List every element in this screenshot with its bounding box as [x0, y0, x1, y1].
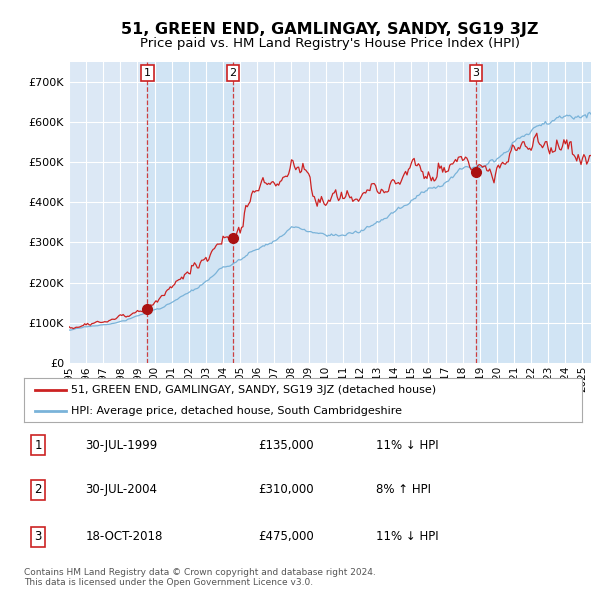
Text: 11% ↓ HPI: 11% ↓ HPI [376, 439, 438, 452]
Text: 18-OCT-2018: 18-OCT-2018 [85, 530, 163, 543]
Text: £475,000: £475,000 [259, 530, 314, 543]
Text: £135,000: £135,000 [259, 439, 314, 452]
Text: 30-JUL-1999: 30-JUL-1999 [85, 439, 158, 452]
Text: 1: 1 [34, 439, 42, 452]
Text: 1: 1 [144, 68, 151, 78]
Text: 2: 2 [229, 68, 236, 78]
Text: 2: 2 [34, 483, 42, 496]
Text: Contains HM Land Registry data © Crown copyright and database right 2024.
This d: Contains HM Land Registry data © Crown c… [24, 568, 376, 587]
Text: 3: 3 [473, 68, 479, 78]
Text: HPI: Average price, detached house, South Cambridgeshire: HPI: Average price, detached house, Sout… [71, 406, 403, 416]
Text: 30-JUL-2004: 30-JUL-2004 [85, 483, 157, 496]
Text: 11% ↓ HPI: 11% ↓ HPI [376, 530, 438, 543]
Bar [148, 62, 233, 363]
Bar [476, 62, 591, 363]
Text: 51, GREEN END, GAMLINGAY, SANDY, SG19 3JZ (detached house): 51, GREEN END, GAMLINGAY, SANDY, SG19 3J… [71, 385, 437, 395]
Text: 8% ↑ HPI: 8% ↑ HPI [376, 483, 431, 496]
Text: 3: 3 [34, 530, 41, 543]
Text: £310,000: £310,000 [259, 483, 314, 496]
Text: Price paid vs. HM Land Registry's House Price Index (HPI): Price paid vs. HM Land Registry's House … [140, 37, 520, 50]
Text: 51, GREEN END, GAMLINGAY, SANDY, SG19 3JZ: 51, GREEN END, GAMLINGAY, SANDY, SG19 3J… [121, 22, 539, 37]
